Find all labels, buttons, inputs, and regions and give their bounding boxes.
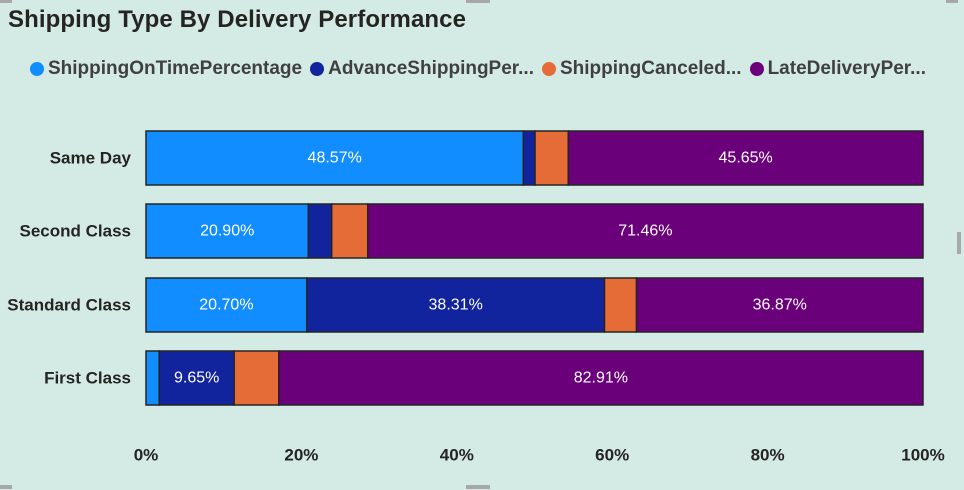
bar-segment[interactable] xyxy=(603,277,638,333)
data-label: 20.70% xyxy=(199,297,253,314)
bar-segment[interactable] xyxy=(534,130,570,186)
x-axis-tick-label: 0% xyxy=(134,446,159,465)
resize-handle-bottom-left[interactable] xyxy=(0,485,12,489)
legend-item-advance[interactable]: AdvanceShippingPer... xyxy=(310,58,534,80)
resize-handle-top-right[interactable] xyxy=(946,0,958,3)
legend-label: ShippingOnTimePercentage xyxy=(48,58,303,79)
data-label: 82.91% xyxy=(574,370,628,387)
legend-label: ShippingCanceled... xyxy=(559,58,742,79)
legend-item-late[interactable]: LateDeliveryPer... xyxy=(749,58,926,80)
legend-label: AdvanceShippingPer... xyxy=(328,58,534,79)
data-label: 38.31% xyxy=(429,297,483,314)
legend-label: LateDeliveryPer... xyxy=(767,58,926,79)
resize-handle-bottom-center[interactable] xyxy=(466,485,490,489)
legend-marker-icon xyxy=(30,62,44,76)
bar-segment[interactable] xyxy=(306,277,606,333)
y-axis-tick-label: Same Day xyxy=(50,149,132,168)
legend-marker-icon xyxy=(541,62,556,76)
bar-segment[interactable] xyxy=(522,130,536,186)
bar-segment[interactable] xyxy=(145,130,525,186)
data-label: 45.65% xyxy=(719,150,773,167)
data-label: 71.46% xyxy=(618,223,672,240)
y-axis-tick-label: Standard Class xyxy=(7,296,131,315)
bar-segment[interactable] xyxy=(330,203,369,259)
data-label: 9.65% xyxy=(174,370,219,387)
bar-segment[interactable] xyxy=(278,350,924,406)
bar-segment[interactable] xyxy=(158,350,235,406)
resize-handle-top-center[interactable] xyxy=(466,0,490,3)
chart-legend: ShippingOnTimePercentage AdvanceShipping… xyxy=(30,56,934,82)
x-axis-tick-label: 40% xyxy=(440,446,474,465)
bar-segment[interactable] xyxy=(145,350,160,406)
resize-handle-right-center[interactable] xyxy=(957,232,961,254)
x-axis-tick-label: 80% xyxy=(751,446,785,465)
bar-segment[interactable] xyxy=(145,277,308,333)
bar-segment[interactable] xyxy=(145,203,310,259)
data-label: 36.87% xyxy=(753,297,807,314)
data-label: 20.90% xyxy=(200,223,254,240)
chart-title: Shipping Type By Delivery Performance xyxy=(8,6,467,33)
y-axis-tick-label: Second Class xyxy=(20,222,132,241)
x-axis-tick-label: 60% xyxy=(595,446,629,465)
data-label: 48.57% xyxy=(308,150,362,167)
legend-marker-icon xyxy=(310,62,325,76)
x-axis-tick-label: 20% xyxy=(284,446,318,465)
resize-handle-top-left[interactable] xyxy=(0,0,12,3)
x-axis-tick-label: 100% xyxy=(901,446,944,465)
legend-item-on-time[interactable]: ShippingOnTimePercentage xyxy=(30,58,302,80)
bar-segment[interactable] xyxy=(233,350,280,406)
bar-segment[interactable] xyxy=(367,203,924,259)
legend-marker-icon xyxy=(749,62,764,76)
bar-segment[interactable] xyxy=(307,203,333,259)
legend-item-canceled[interactable]: ShippingCanceled... xyxy=(541,58,742,80)
bar-segment[interactable] xyxy=(635,277,924,333)
bar-segment[interactable] xyxy=(567,130,924,186)
y-axis-tick-label: First Class xyxy=(44,369,131,388)
